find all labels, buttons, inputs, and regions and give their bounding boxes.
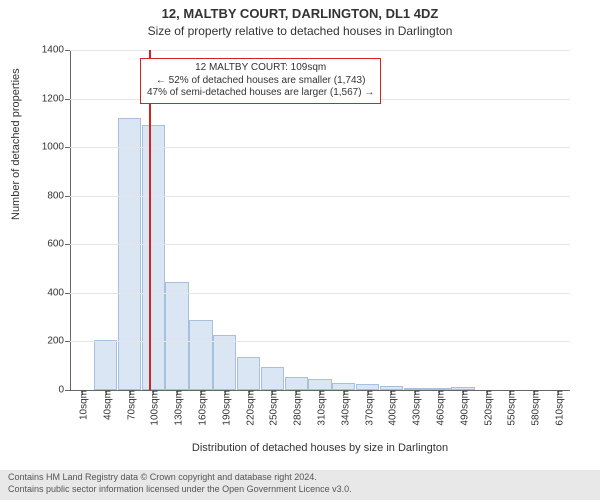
x-tick-label: 520sqm	[479, 390, 494, 426]
gridline	[70, 244, 570, 245]
chart-container: 12, MALTBY COURT, DARLINGTON, DL1 4DZ Si…	[0, 0, 600, 500]
gridline	[70, 341, 570, 342]
y-tick-label: 400	[47, 287, 70, 298]
x-tick-label: 100sqm	[146, 390, 161, 426]
gridline	[70, 293, 570, 294]
gridline	[70, 50, 570, 51]
y-tick-label: 600	[47, 239, 70, 250]
gridline	[70, 196, 570, 197]
histogram-bar	[285, 377, 308, 390]
chart-subtitle: Size of property relative to detached ho…	[0, 24, 600, 38]
x-tick-label: 400sqm	[384, 390, 399, 426]
histogram-bar	[308, 379, 331, 390]
histogram-bar	[213, 335, 236, 390]
annotation-line-2: ← 52% of detached houses are smaller (1,…	[147, 75, 374, 88]
gridline	[70, 147, 570, 148]
annotation-line-3: 47% of semi-detached houses are larger (…	[147, 87, 374, 100]
y-tick-label: 800	[47, 190, 70, 201]
histogram-bar	[189, 320, 212, 390]
x-tick-label: 10sqm	[74, 390, 89, 420]
histogram-bar	[332, 383, 355, 390]
annotation-line-1: 12 MALTBY COURT: 109sqm	[147, 62, 374, 75]
x-tick-label: 280sqm	[289, 390, 304, 426]
x-tick-label: 190sqm	[217, 390, 232, 426]
y-tick-label: 0	[58, 385, 70, 396]
footer-line-1: Contains HM Land Registry data © Crown c…	[8, 472, 592, 484]
y-tick-label: 200	[47, 336, 70, 347]
histogram-bar	[261, 367, 284, 390]
x-tick-label: 610sqm	[551, 390, 566, 426]
chart-title: 12, MALTBY COURT, DARLINGTON, DL1 4DZ	[0, 0, 600, 22]
x-tick-label: 160sqm	[193, 390, 208, 426]
y-tick-label: 1400	[42, 45, 70, 56]
x-tick-label: 580sqm	[527, 390, 542, 426]
x-tick-label: 340sqm	[336, 390, 351, 426]
x-tick-label: 250sqm	[265, 390, 280, 426]
x-tick-label: 550sqm	[503, 390, 518, 426]
x-tick-label: 70sqm	[122, 390, 137, 420]
y-tick-label: 1000	[42, 142, 70, 153]
histogram-bar	[237, 357, 260, 390]
annotation-box: 12 MALTBY COURT: 109sqm ← 52% of detache…	[140, 58, 381, 104]
x-tick-label: 40sqm	[98, 390, 113, 420]
histogram-bar	[165, 282, 188, 390]
x-tick-label: 430sqm	[408, 390, 423, 426]
y-axis-label: Number of detached properties	[10, 68, 22, 220]
y-tick-label: 1200	[42, 93, 70, 104]
x-tick-label: 220sqm	[241, 390, 256, 426]
histogram-bar	[118, 118, 141, 390]
x-tick-label: 490sqm	[455, 390, 470, 426]
histogram-bar	[142, 125, 165, 390]
histogram-bar	[94, 340, 117, 390]
footer: Contains HM Land Registry data © Crown c…	[0, 470, 600, 500]
footer-line-2: Contains public sector information licen…	[8, 484, 592, 496]
x-tick-label: 460sqm	[432, 390, 447, 426]
x-tick-label: 370sqm	[360, 390, 375, 426]
x-axis-label: Distribution of detached houses by size …	[70, 442, 570, 454]
x-tick-label: 310sqm	[313, 390, 328, 426]
x-tick-label: 130sqm	[170, 390, 185, 426]
